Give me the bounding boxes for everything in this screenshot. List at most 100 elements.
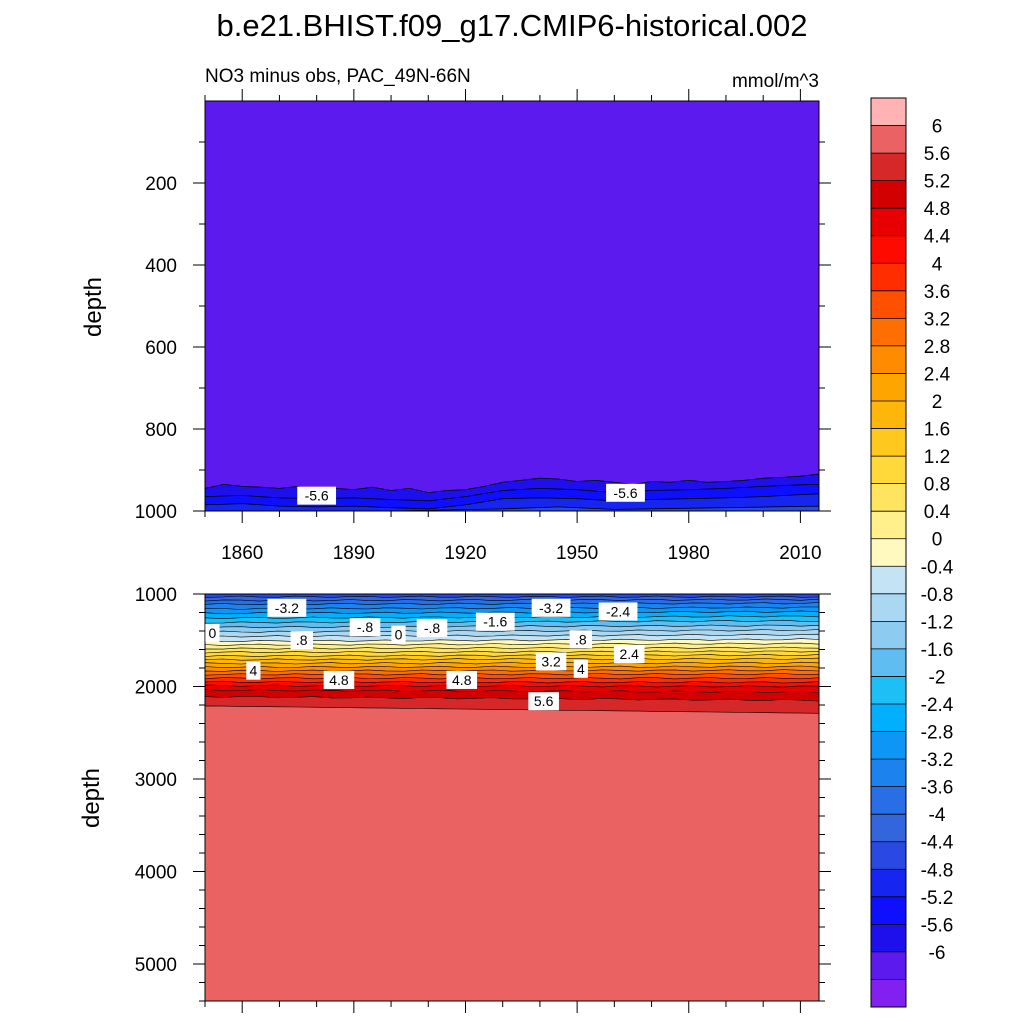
contour-label-box (349, 618, 381, 637)
colorbar-label: -4.4 (921, 833, 954, 854)
lower-contour-label: 4 (246, 661, 261, 680)
colorbar-label: -5.2 (921, 888, 954, 909)
colorbar-swatch (871, 318, 906, 347)
lower-contour-label: -.8 (416, 619, 448, 638)
colorbar-swatch (871, 951, 906, 980)
colorbar-swatch (871, 373, 906, 402)
colorbar-label: 4.4 (924, 227, 951, 248)
colorbar-swatch (871, 676, 906, 705)
upper-contour-band (204, 493, 820, 512)
colorbar-swatch (871, 456, 906, 484)
colorbar-swatch (871, 896, 906, 925)
colorbar-swatch (871, 98, 906, 126)
main-title: b.e21.BHIST.f09_g17.CMIP6-historical.002 (216, 8, 807, 43)
upper-y-axis-label: depth (80, 277, 107, 337)
colorbar-label: 4 (932, 254, 943, 275)
colorbar-label: -3.6 (921, 778, 954, 799)
upper-x-tick-label: 1920 (444, 543, 486, 564)
contour-label-box (246, 661, 261, 680)
upper-y-tick-label: 1000 (135, 502, 177, 523)
colorbar-swatch (871, 979, 906, 1008)
colorbar-swatch (871, 125, 906, 154)
contour-label-text: -.8 (357, 619, 374, 635)
upper-y-tick-label: 800 (145, 420, 177, 441)
colorbar-label: -0.8 (921, 585, 954, 606)
colorbar-label: 6 (932, 117, 943, 138)
colorbar-swatch (871, 511, 906, 540)
colorbar-label: 1.2 (924, 447, 950, 468)
colorbar-swatch (871, 814, 906, 843)
upper-panel: 200 400 600 800 1000 1860 1890 1920 1950 1980 2010… (135, 89, 831, 564)
lower-y-tick-label: 3000 (135, 770, 177, 791)
lower-contour-label: 4.8 (323, 670, 355, 689)
contour-label-text: -3.2 (275, 600, 299, 616)
contour-label-text: .8 (575, 631, 587, 647)
lower-y-tick-label: 2000 (135, 678, 177, 699)
colorbar-swatch (871, 621, 906, 650)
contour-label-box (606, 483, 645, 502)
colorbar-label: 1.6 (924, 420, 950, 441)
lower-y-tick-label: 4000 (135, 863, 177, 884)
colorbar-swatch (871, 593, 906, 622)
upper-subtitle-left: NO3 minus obs, PAC_49N-66N (205, 66, 471, 87)
colorbar-label: 2.8 (924, 337, 950, 358)
lower-contour-label: -3.2 (267, 598, 307, 617)
lower-contour-label: -1.6 (475, 612, 515, 631)
colorbar-label: 2.4 (924, 364, 951, 385)
colorbar-swatch (871, 704, 906, 732)
upper-subtitle-right: mmol/m^3 (732, 71, 819, 92)
contour-label-box (598, 602, 638, 621)
upper-background-fill (205, 101, 819, 511)
contour-label-box (297, 486, 337, 505)
lower-contour-label: 4 (573, 659, 588, 678)
lower-contour-label: -2.4 (598, 602, 638, 621)
lower-contour-label: 4.8 (446, 670, 478, 689)
contour-label-text: -5.6 (305, 488, 329, 504)
colorbar-label: 4.8 (924, 199, 950, 220)
contour-label-text: 4 (577, 661, 585, 677)
colorbar-swatch (871, 869, 906, 898)
contour-label-text: 4 (249, 663, 257, 679)
lower-contour-label: 3.2 (535, 652, 567, 671)
upper-y-tick-label: 600 (145, 338, 177, 359)
colorbar-label: 5.6 (924, 144, 950, 165)
upper-x-tick-label: 2010 (779, 543, 821, 564)
contour-label-box (569, 630, 593, 649)
contour-label-text: 0 (209, 625, 217, 641)
colorbar-label: -1.6 (921, 640, 954, 661)
lower-panel: 1000 2000 3000 4000 5000 -3.2 0 .8 -.8 0 -.8 -1.6 -3… (135, 585, 831, 1013)
colorbar-label: 0.4 (924, 502, 951, 523)
contour-label-text: 5.6 (534, 693, 554, 709)
colorbar-swatch (871, 731, 906, 760)
lower-contour-label: -.8 (349, 618, 381, 637)
colorbar-label: -2.8 (921, 723, 954, 744)
lower-contour-label: 0 (205, 623, 220, 642)
contour-label-text: .8 (296, 632, 308, 648)
colorbar-label: -2 (929, 667, 946, 688)
contour-label-box (290, 631, 313, 650)
colorbar-swatch (871, 401, 906, 429)
colorbar-swatch (871, 648, 906, 677)
colorbar-swatch (871, 263, 906, 292)
colorbar-swatch (871, 566, 906, 595)
colorbar-swatch (871, 208, 906, 237)
contour-label-box (323, 670, 355, 689)
colorbar-frame (870, 97, 907, 1008)
contour-label-text: -1.6 (483, 614, 507, 630)
colorbar: 6 5.6 5.2 4.8 4.4 4 3.6 3.2 2.8 2.4 2 1.6 1.2 0.8 0.4 0… (870, 97, 954, 1008)
upper-contour-label: -5.6 (606, 483, 645, 502)
upper-x-tick-label: 1860 (221, 543, 263, 564)
contour-label-text: 4.8 (329, 672, 349, 688)
colorbar-swatch (871, 235, 906, 264)
contour-label-box (416, 619, 448, 638)
lower-y-tick-label: 1000 (135, 585, 177, 606)
contour-label-box (528, 692, 559, 711)
contour-label-box (391, 625, 406, 644)
contour-label-text: -.8 (424, 620, 441, 636)
colorbar-swatch (871, 153, 906, 181)
colorbar-label: 0.8 (924, 475, 950, 496)
colorbar-swatch (871, 538, 906, 567)
colorbar-swatch (871, 428, 906, 457)
colorbar-label: 2 (932, 392, 943, 413)
